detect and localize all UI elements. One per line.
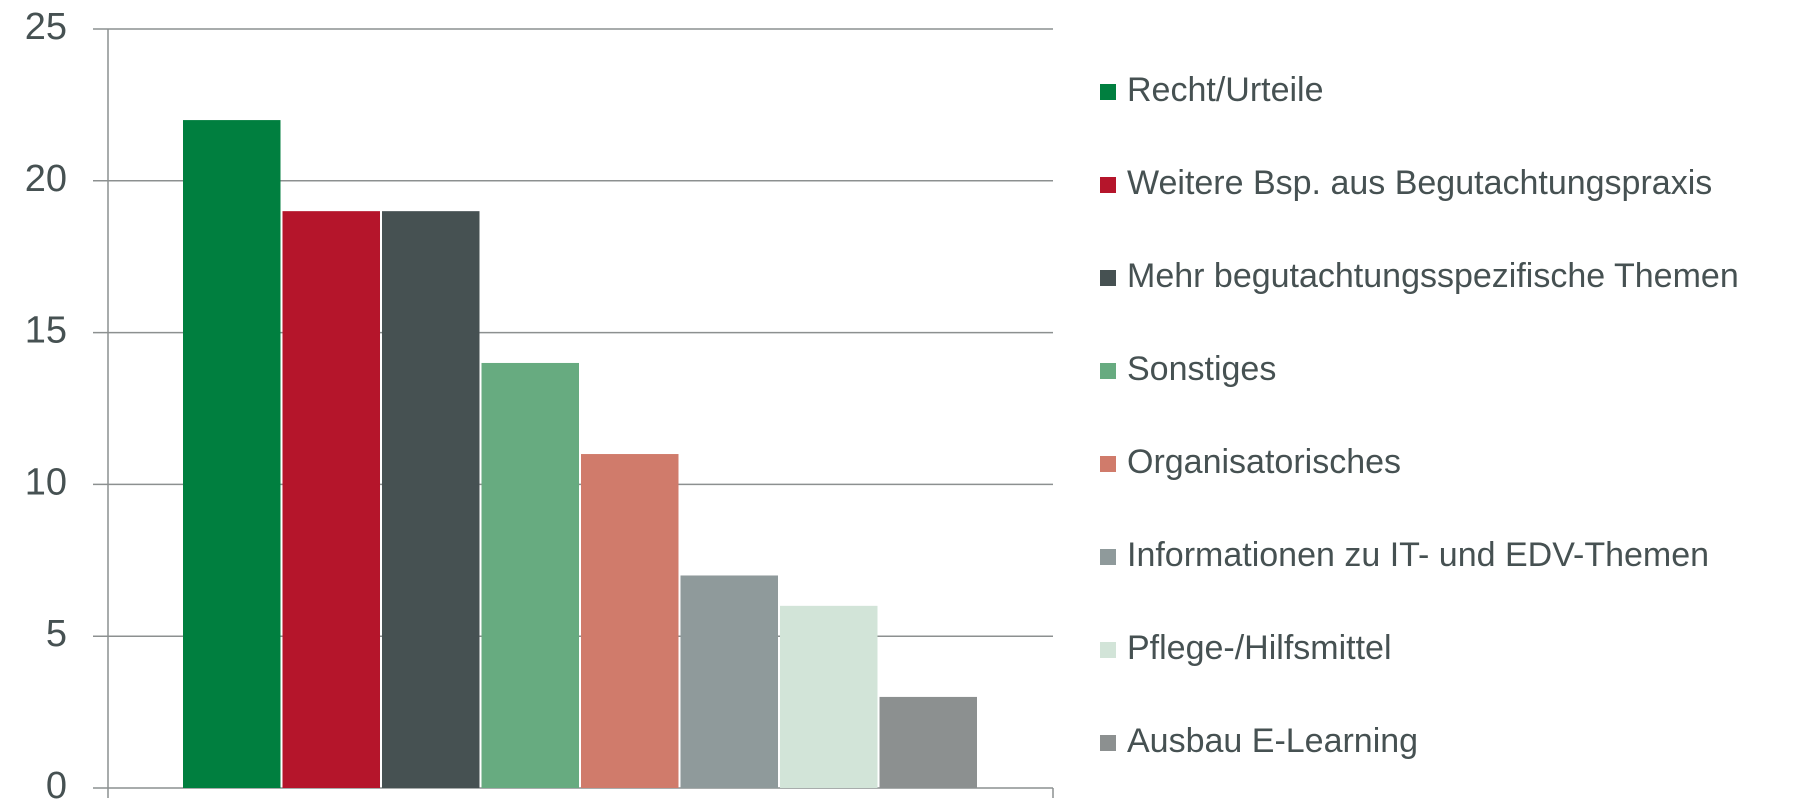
bar <box>481 362 579 788</box>
legend-label: Organisatorisches <box>1127 443 1401 481</box>
legend-label: Mehr begutachtungsspezifische Themen <box>1127 257 1739 295</box>
legend-swatch <box>1100 177 1116 193</box>
bar <box>183 120 281 788</box>
legend-label: Recht/Urteile <box>1127 71 1324 109</box>
legend-label: Pflege-/Hilfsmittel <box>1127 629 1392 667</box>
legend-swatch <box>1100 735 1116 751</box>
legend-label: Weitere Bsp. aus Begutachtungspraxis <box>1127 164 1712 202</box>
y-tick-label: 25 <box>25 6 67 48</box>
bar <box>879 696 977 788</box>
y-tick-label: 0 <box>46 765 67 807</box>
legend-swatch <box>1100 363 1116 379</box>
bar <box>780 605 878 788</box>
y-tick-label: 20 <box>25 158 67 200</box>
legend-label: Ausbau E-Learning <box>1127 722 1418 760</box>
y-tick-label: 10 <box>25 461 67 503</box>
y-tick-label: 5 <box>46 613 67 655</box>
bar <box>282 211 380 788</box>
legend-label: Informationen zu IT- und EDV-Themen <box>1127 536 1709 574</box>
bar <box>382 211 480 788</box>
legend-swatch <box>1100 270 1116 286</box>
legend-swatch <box>1100 642 1116 658</box>
legend-swatch <box>1100 84 1116 100</box>
bar <box>581 454 679 788</box>
legend-swatch <box>1100 456 1116 472</box>
legend-swatch <box>1100 549 1116 565</box>
y-tick-label: 15 <box>25 310 67 352</box>
bar <box>680 575 778 788</box>
legend-label: Sonstiges <box>1127 350 1276 388</box>
